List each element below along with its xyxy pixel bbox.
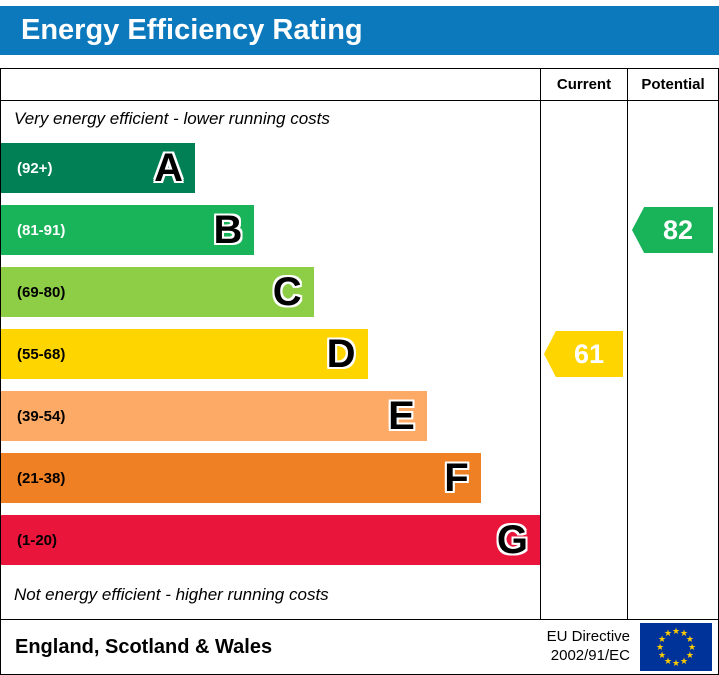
- current-cell: [540, 509, 627, 571]
- band-range-f: (21-38): [17, 469, 66, 487]
- potential-column-header: Potential: [627, 69, 718, 100]
- band-letter-c: C: [272, 270, 302, 314]
- band-bar-c: (69-80) C: [1, 267, 314, 317]
- current-cell: [540, 199, 627, 261]
- page-title: Energy Efficiency Rating: [21, 14, 363, 46]
- top-note-row: Very energy efficient - lower running co…: [1, 101, 718, 137]
- current-cell: 61: [540, 323, 627, 385]
- potential-rating-marker: 82: [632, 207, 713, 253]
- band-row-a: (92+) A: [1, 137, 718, 199]
- footer: England, Scotland & Wales EU Directive 2…: [1, 619, 718, 674]
- bottom-note-row: Not energy efficient - higher running co…: [1, 571, 718, 619]
- svg-text:★: ★: [664, 629, 672, 639]
- band-letter-g: G: [496, 518, 528, 562]
- band-letter-a: A: [154, 146, 184, 190]
- potential-cell: [627, 447, 718, 509]
- svg-text:★: ★: [672, 659, 680, 669]
- column-header-row: Current Potential: [1, 69, 718, 101]
- potential-cell: [627, 323, 718, 385]
- band-row-e: (39-54) E: [1, 385, 718, 447]
- current-cell: [540, 137, 627, 199]
- band-range-c: (69-80): [17, 283, 66, 301]
- current-column-header: Current: [540, 69, 627, 100]
- svg-text:★: ★: [658, 651, 666, 661]
- top-note: Very energy efficient - lower running co…: [14, 109, 330, 128]
- chart-body: Current Potential Very energy efficient …: [1, 69, 718, 619]
- title-bar: Energy Efficiency Rating: [0, 6, 719, 55]
- eu-directive-line1: EU Directive: [546, 628, 630, 646]
- svg-text:★: ★: [680, 629, 688, 639]
- band-letter-e: E: [388, 394, 415, 438]
- potential-cell: 82: [627, 199, 718, 261]
- band-bar-g: (1-20) G: [1, 515, 540, 565]
- svg-text:★: ★: [664, 657, 672, 667]
- current-cell: [540, 385, 627, 447]
- band-row-d: (55-68) D 61: [1, 323, 718, 385]
- band-bar-d: (55-68) D: [1, 329, 368, 379]
- band-letter-f: F: [444, 456, 469, 500]
- band-range-g: (1-20): [17, 531, 58, 549]
- chart-frame: Current Potential Very energy efficient …: [0, 68, 719, 675]
- band-bar-a: (92+) A: [1, 143, 196, 193]
- band-row-b: (81-91) B 82: [1, 199, 718, 261]
- band-bar-b: (81-91) B: [1, 205, 255, 255]
- band-range-b: (81-91): [17, 221, 66, 239]
- band-letter-d: D: [326, 332, 356, 376]
- band-range-e: (39-54): [17, 407, 66, 425]
- potential-cell: [627, 137, 718, 199]
- band-range-d: (55-68): [17, 345, 66, 363]
- eu-flag-svg: ★ ★ ★ ★ ★ ★ ★ ★ ★ ★ ★ ★: [640, 623, 712, 671]
- current-cell: [540, 447, 627, 509]
- eu-directive-label: EU Directive 2002/91/EC: [547, 628, 630, 666]
- header-spacer: [1, 69, 540, 100]
- svg-text:★: ★: [686, 651, 694, 661]
- band-row-c: (69-80) C: [1, 261, 718, 323]
- band-row-g: (1-20) G: [1, 509, 718, 571]
- region-label: England, Scotland & Wales: [15, 635, 273, 658]
- svg-text:★: ★: [680, 657, 688, 667]
- current-rating-marker: 61: [544, 331, 623, 377]
- current-cell: [540, 261, 627, 323]
- band-letter-b: B: [213, 208, 243, 252]
- band-bar-f: (21-38) F: [1, 453, 481, 503]
- svg-text:★: ★: [686, 635, 694, 645]
- band-row-f: (21-38) F: [1, 447, 718, 509]
- eu-flag: ★ ★ ★ ★ ★ ★ ★ ★ ★ ★ ★ ★: [640, 623, 712, 671]
- potential-cell: [627, 385, 718, 447]
- svg-text:★: ★: [656, 643, 664, 653]
- potential-cell: [627, 261, 718, 323]
- band-range-a: (92+): [17, 159, 53, 177]
- svg-text:★: ★: [658, 635, 666, 645]
- band-bar-e: (39-54) E: [1, 391, 427, 441]
- potential-cell: [627, 509, 718, 571]
- eu-directive-line2: 2002/91/EC: [550, 647, 630, 664]
- svg-text:★: ★: [672, 627, 680, 637]
- svg-text:★: ★: [688, 643, 696, 653]
- bottom-note: Not energy efficient - higher running co…: [14, 585, 329, 604]
